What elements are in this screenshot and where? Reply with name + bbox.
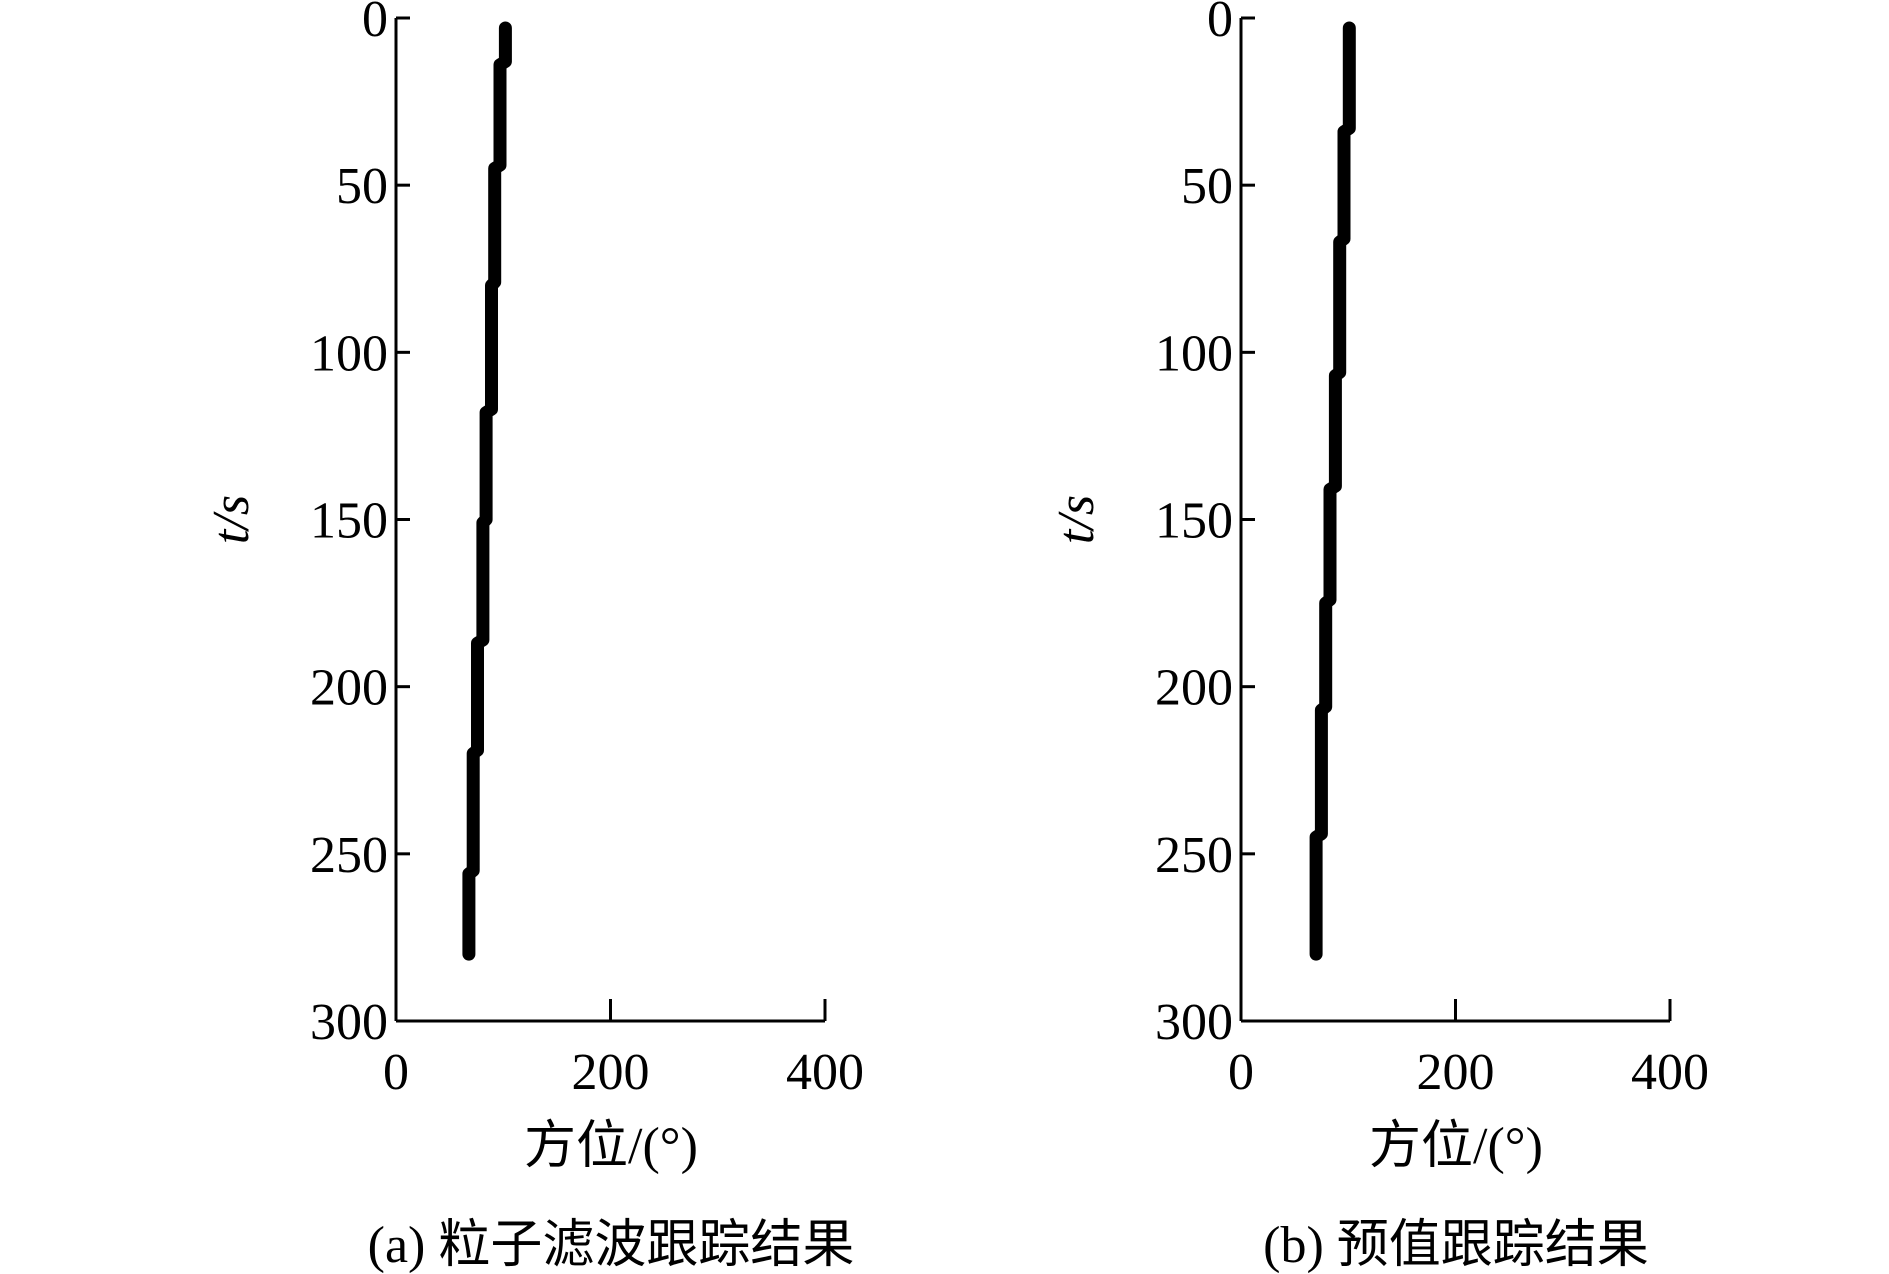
- y-tick-label: 200: [310, 660, 388, 717]
- x-axis-label: 方位/(°): [524, 1118, 698, 1175]
- x-tick-label: 200: [572, 1044, 650, 1101]
- x-tick-label: 200: [1417, 1044, 1495, 1101]
- y-tick-label: 200: [1155, 660, 1233, 717]
- y-tick-label: 300: [1155, 994, 1233, 1051]
- y-tick-label: 150: [310, 493, 388, 550]
- y-tick-label: 0: [1207, 0, 1233, 48]
- y-tick-label: 250: [1155, 827, 1233, 884]
- y-tick-label: 100: [1155, 325, 1233, 382]
- y-axis-label: t/s: [1048, 495, 1105, 544]
- y-tick-label: 250: [310, 827, 388, 884]
- y-tick-label: 50: [1181, 158, 1233, 215]
- y-axis-label: t/s: [203, 495, 260, 544]
- x-axis-label: 方位/(°): [1369, 1118, 1543, 1175]
- caption: (b) 预值跟踪结果: [1263, 1217, 1649, 1274]
- track-line: [462, 21, 512, 961]
- y-tick-label: 50: [336, 158, 388, 215]
- y-tick-label: 100: [310, 325, 388, 382]
- x-tick-label: 400: [1631, 1044, 1709, 1101]
- y-tick-label: 0: [362, 0, 388, 48]
- caption: (a) 粒子滤波跟踪结果: [368, 1217, 855, 1274]
- x-tick-label: 400: [786, 1044, 864, 1101]
- x-tick-label: 0: [1228, 1044, 1254, 1101]
- y-tick-label: 150: [1155, 493, 1233, 550]
- track-line: [1309, 21, 1356, 961]
- x-tick-label: 0: [383, 1044, 409, 1101]
- y-tick-label: 300: [310, 994, 388, 1051]
